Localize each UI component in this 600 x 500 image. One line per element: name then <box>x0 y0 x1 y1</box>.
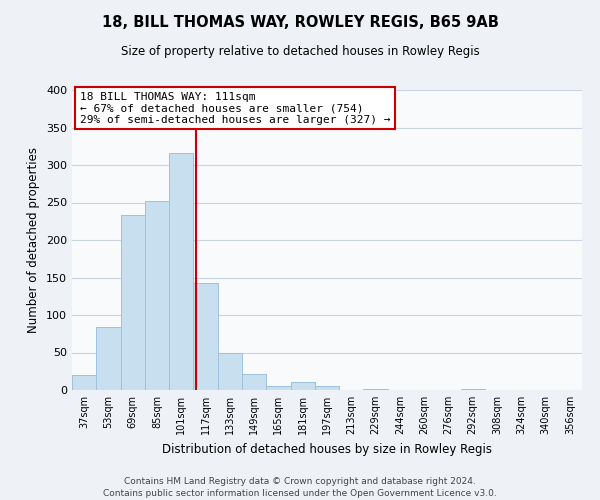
Bar <box>145 201 169 390</box>
Y-axis label: Number of detached properties: Number of detached properties <box>28 147 40 333</box>
Text: Size of property relative to detached houses in Rowley Regis: Size of property relative to detached ho… <box>121 45 479 58</box>
Bar <box>242 374 266 390</box>
Bar <box>266 386 290 390</box>
Bar <box>290 382 315 390</box>
Text: Contains public sector information licensed under the Open Government Licence v3: Contains public sector information licen… <box>103 489 497 498</box>
Bar <box>121 214 145 390</box>
Text: 18 BILL THOMAS WAY: 111sqm
← 67% of detached houses are smaller (754)
29% of sem: 18 BILL THOMAS WAY: 111sqm ← 67% of deta… <box>80 92 390 124</box>
Bar <box>218 352 242 390</box>
Text: Contains HM Land Registry data © Crown copyright and database right 2024.: Contains HM Land Registry data © Crown c… <box>124 478 476 486</box>
Bar <box>169 153 193 390</box>
Bar <box>72 375 96 390</box>
Bar <box>315 386 339 390</box>
X-axis label: Distribution of detached houses by size in Rowley Regis: Distribution of detached houses by size … <box>162 442 492 456</box>
Bar <box>461 389 485 390</box>
Bar <box>193 283 218 390</box>
Text: 18, BILL THOMAS WAY, ROWLEY REGIS, B65 9AB: 18, BILL THOMAS WAY, ROWLEY REGIS, B65 9… <box>101 15 499 30</box>
Bar <box>364 388 388 390</box>
Bar <box>96 327 121 390</box>
